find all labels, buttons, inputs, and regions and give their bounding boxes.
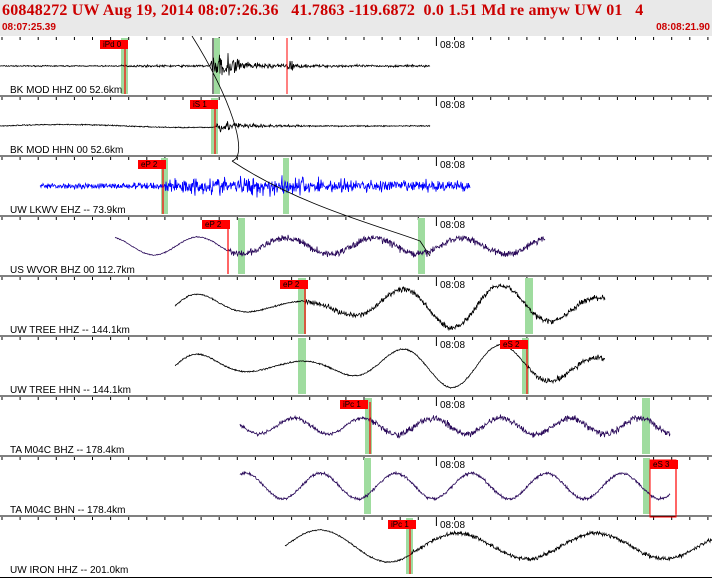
pick-label-box[interactable] <box>388 520 416 529</box>
phase-window <box>525 278 533 334</box>
pick-label[interactable]: iPc 1 <box>343 400 361 409</box>
channel-label: UW TREE HHZ -- 144.1km <box>10 325 130 336</box>
time-tick-label: 08:08 <box>440 160 465 171</box>
time-tick-label: 08:08 <box>440 400 465 411</box>
pick-label-box[interactable] <box>650 460 678 469</box>
event-title: 60848272 UW Aug 19, 2014 08:07:26.36 41.… <box>2 2 644 19</box>
phase-window <box>364 458 371 514</box>
channel-label: UW LKWV EHZ -- 73.9km <box>10 205 126 216</box>
phase-window <box>161 158 168 214</box>
pick-label[interactable]: eP 2 <box>205 220 222 229</box>
pick-label-box[interactable] <box>340 400 368 409</box>
pick-label[interactable]: iPd 0 <box>103 40 122 49</box>
waveform-trace <box>174 343 605 389</box>
pick-label-box[interactable] <box>202 220 230 229</box>
phase-window <box>643 458 650 514</box>
channel-label: US WVOR BHZ 00 112.7km <box>10 265 135 276</box>
channel-label: UW IRON HHZ -- 201.0km <box>10 565 128 576</box>
time-tick-label: 08:08 <box>440 280 465 291</box>
phase-window <box>522 338 529 394</box>
seismogram-panel[interactable]: iPd 0 08:08 BK MOD HHZ 00 52.6km iS 1 08:08 B… <box>0 36 712 578</box>
arrival-curve <box>191 36 431 257</box>
time-tick-label: 08:08 <box>440 340 465 351</box>
channel-label: BK MOD HHN 00 52.6km <box>10 145 123 156</box>
phase-window <box>418 218 425 274</box>
pick-label[interactable]: eP 2 <box>141 160 158 169</box>
waveform-trace <box>0 53 431 76</box>
phase-window <box>298 278 306 334</box>
end-time: 08:08:21.90 <box>656 22 710 33</box>
time-tick-label: 08:08 <box>440 40 465 51</box>
phase-window <box>238 218 245 274</box>
time-tick-label: 08:08 <box>440 220 465 231</box>
pick-label[interactable]: iS 1 <box>193 100 207 109</box>
time-tick-label: 08:08 <box>440 520 465 531</box>
phase-window <box>365 398 372 454</box>
pick-window-box <box>649 459 677 518</box>
phase-window <box>298 338 306 394</box>
pick-label[interactable]: iPc 1 <box>391 520 409 529</box>
pick-label[interactable]: eS 2 <box>503 340 520 349</box>
channel-label: UW TREE HHN -- 144.1km <box>10 385 131 396</box>
waveform-trace <box>239 470 671 502</box>
phase-window <box>642 398 650 454</box>
channel-label: BK MOD HHZ 00 52.6km <box>10 85 122 96</box>
time-tick-label: 08:08 <box>440 100 465 111</box>
pick-label[interactable]: eP 2 <box>283 280 300 289</box>
pick-label-box[interactable] <box>500 340 528 349</box>
waveform-trace <box>284 528 712 564</box>
start-time: 08:07:25.39 <box>2 22 56 33</box>
pick-label-box[interactable] <box>138 160 166 169</box>
pick-label[interactable]: eS 3 <box>653 460 670 469</box>
time-tick-label: 08:08 <box>440 460 465 471</box>
event-header: 60848272 UW Aug 19, 2014 08:07:26.36 41.… <box>0 0 712 36</box>
waveform-trace <box>114 234 546 258</box>
channel-label: TA M04C BHZ -- 178.4km <box>10 445 124 456</box>
phase-window <box>214 38 220 94</box>
pick-label-box[interactable] <box>100 40 128 49</box>
waveform-trace <box>39 175 471 198</box>
pick-label-box[interactable] <box>280 280 308 289</box>
waveform-trace <box>174 283 606 332</box>
channel-label: TA M04C BHN -- 178.4km <box>10 505 125 516</box>
pick-label-box[interactable] <box>190 100 218 109</box>
waveform-trace <box>239 414 671 439</box>
